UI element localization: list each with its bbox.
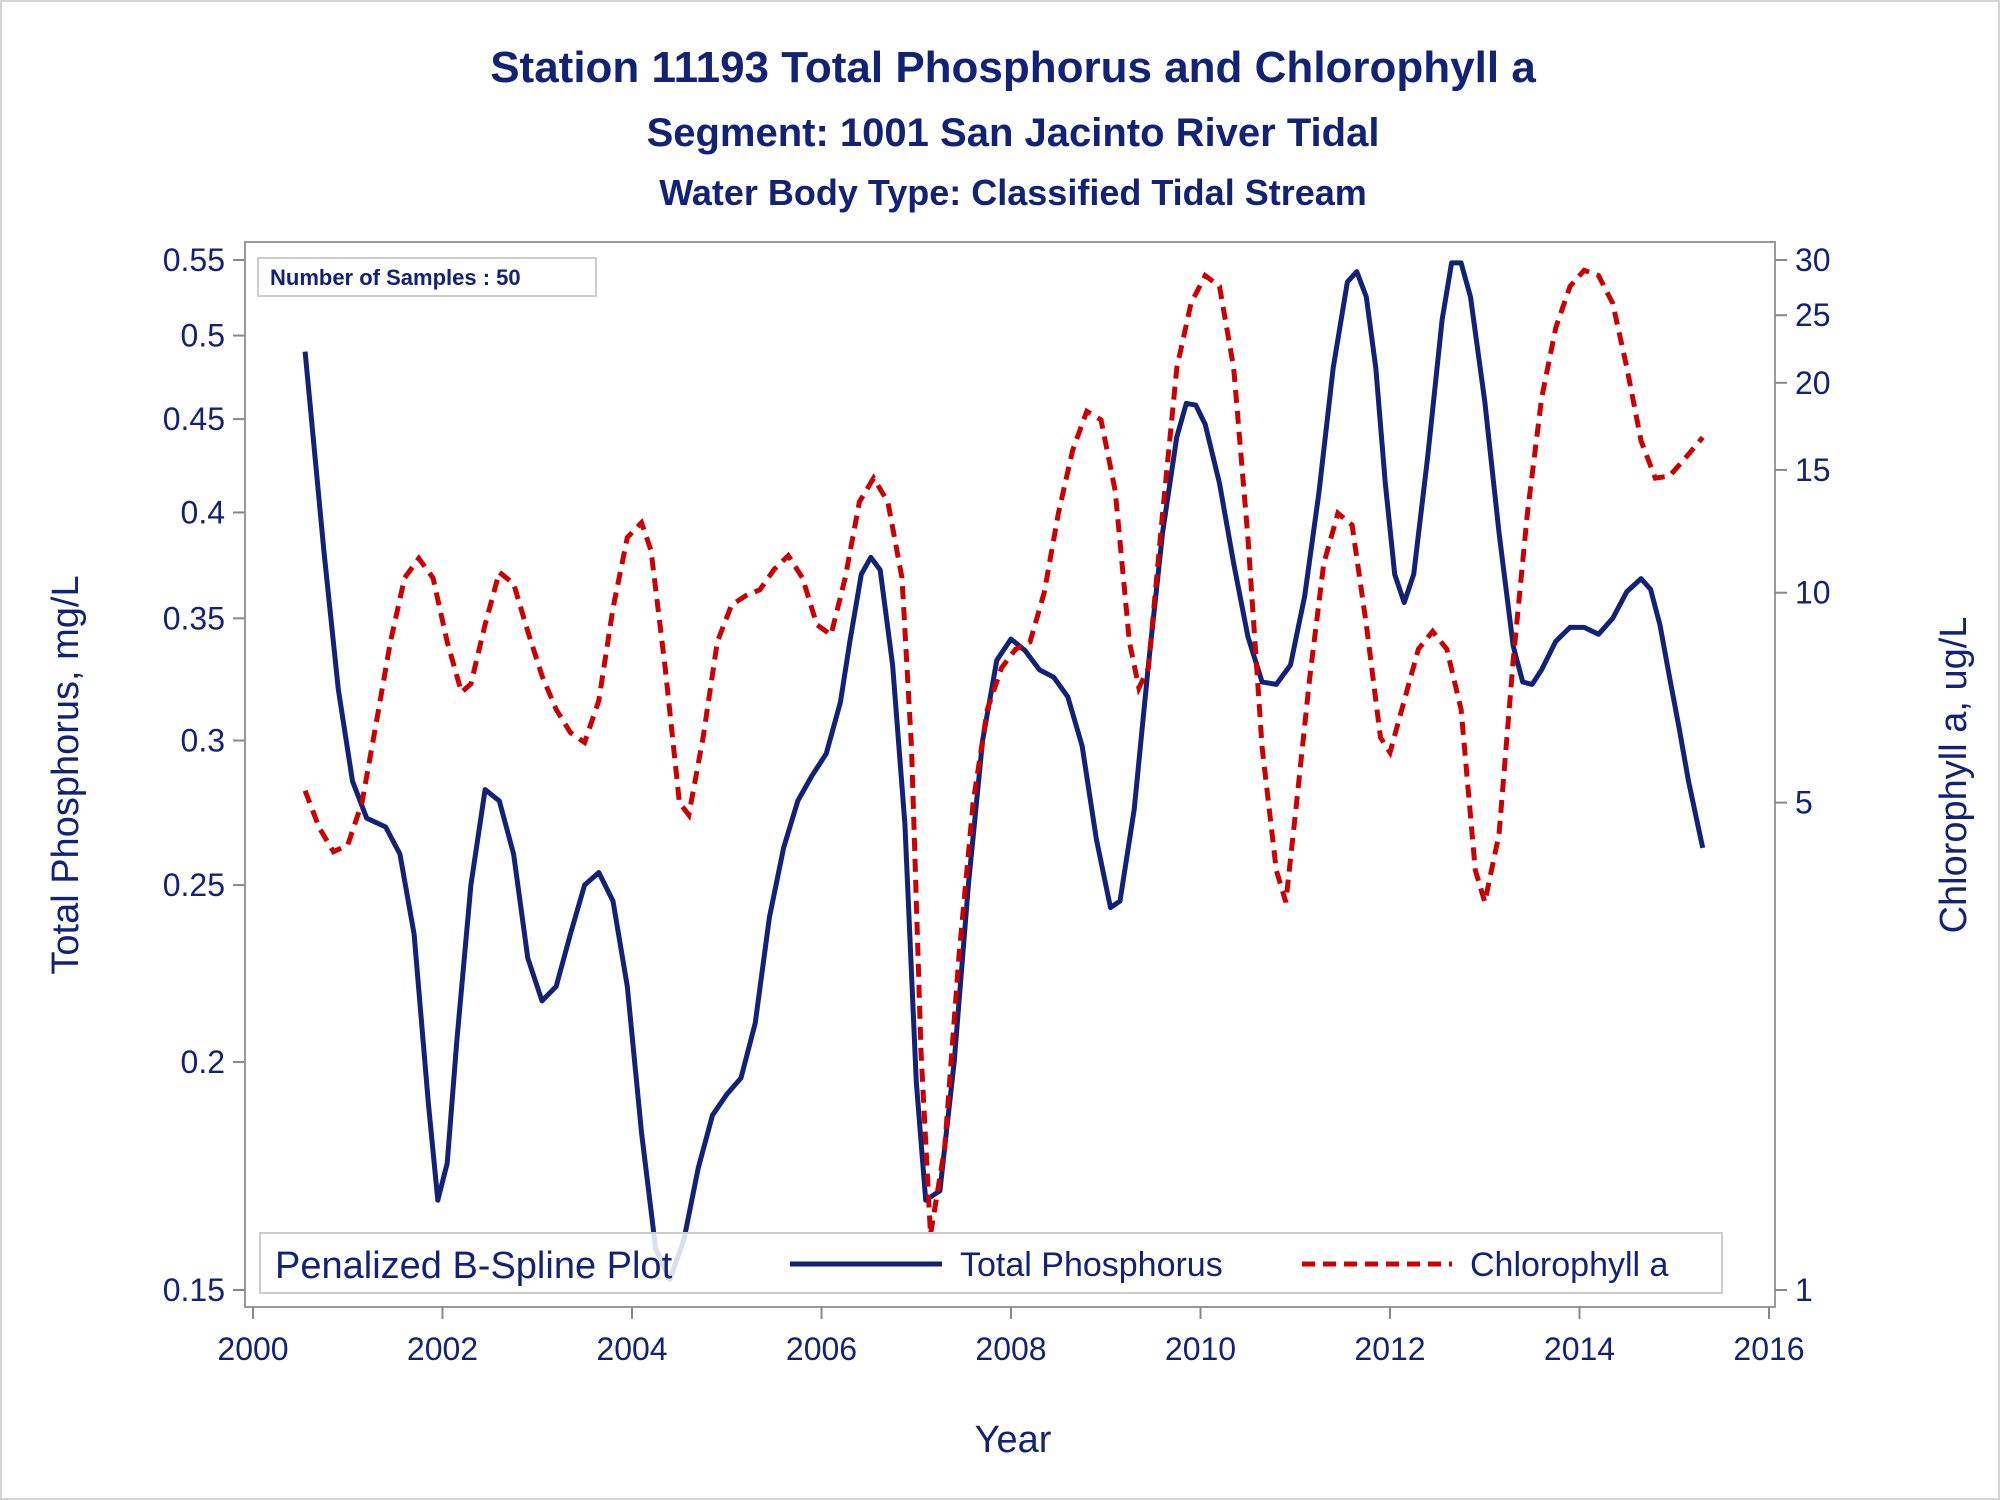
- y2-tick-label: 15: [1795, 452, 1831, 488]
- x-tick-label: 2004: [596, 1331, 667, 1367]
- x-tick-label: 2002: [407, 1331, 478, 1367]
- series-line-chlorophyll-a: [302, 267, 1705, 1236]
- x-tick-label: 2012: [1354, 1331, 1425, 1367]
- y-tick-label: 0.25: [163, 867, 225, 903]
- sample-count-box: [257, 257, 597, 297]
- chart-subtitle: Segment: 1001 San Jacinto River Tidal: [647, 111, 1380, 155]
- y2-tick-label: 25: [1795, 297, 1831, 333]
- x-axis: 2000 2002 2004 2006 2008 2010 2012 2014 2016: [217, 1307, 1805, 1367]
- y2-tick-label: 20: [1795, 365, 1831, 401]
- y2-tick-label: 10: [1795, 575, 1831, 611]
- y-tick-label: 0.35: [163, 600, 225, 636]
- chart-subtitle-2: Water Body Type: Classified Tidal Stream: [659, 172, 1367, 213]
- sample-count-text: Number of Samples : 50: [270, 265, 521, 290]
- y-axis-label: Total Phosphorus, mg/L: [45, 575, 87, 974]
- y-tick-label: 0.3: [181, 723, 225, 759]
- plot-area: [244, 241, 1776, 1308]
- legend-label-chlorophyll-a: Chlorophyll a: [1470, 1246, 1669, 1284]
- y-tick-label: 0.55: [163, 242, 225, 278]
- x-tick-label: 2010: [1165, 1331, 1236, 1367]
- y2-tick-label: 1: [1795, 1272, 1813, 1308]
- x-tick-label: 2008: [975, 1331, 1046, 1367]
- legend-label-total-phosphorus: Total Phosphorus: [960, 1246, 1223, 1284]
- y-axis: 0.15 0.2 0.25 0.3 0.35 0.4 0.45 0.5 0.55: [163, 242, 245, 1308]
- legend-title: Penalized B-Spline Plot: [275, 1245, 673, 1287]
- y2-tick-label: 30: [1795, 242, 1831, 278]
- x-tick-label: 2016: [1733, 1331, 1804, 1367]
- y2-axis-label: Chlorophyll a, ug/L: [1933, 617, 1975, 934]
- y-tick-label: 0.45: [163, 401, 225, 437]
- legend: Penalized B-Spline Plot Total Phosphorus…: [259, 1232, 1723, 1294]
- legend-box: [259, 1232, 1723, 1294]
- x-tick-label: 2000: [217, 1331, 288, 1367]
- y-tick-label: 0.2: [181, 1044, 225, 1080]
- y-tick-label: 0.4: [181, 494, 225, 530]
- y-tick-label: 0.5: [181, 318, 225, 354]
- chart-title: Station 11193 Total Phosphorus and Chlor…: [490, 43, 1536, 92]
- y-tick-label: 0.15: [163, 1272, 225, 1308]
- series-line-total-phosphorus: [302, 260, 1706, 1282]
- x-axis-label: Year: [975, 1419, 1052, 1461]
- x-tick-label: 2014: [1544, 1331, 1615, 1367]
- y2-tick-label: 5: [1795, 785, 1813, 821]
- x-tick-label: 2006: [786, 1331, 857, 1367]
